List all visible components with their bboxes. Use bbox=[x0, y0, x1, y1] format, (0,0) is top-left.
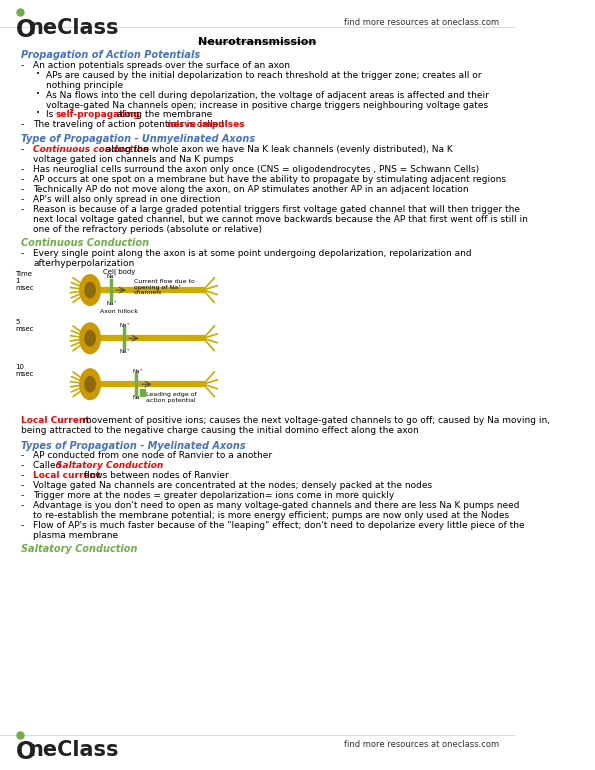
Text: •: • bbox=[36, 91, 40, 96]
Text: Propagation of Action Potentials: Propagation of Action Potentials bbox=[21, 50, 200, 60]
Text: along the membrane: along the membrane bbox=[114, 110, 212, 119]
Text: -: - bbox=[21, 491, 24, 500]
Text: Na⁺: Na⁺ bbox=[107, 301, 117, 306]
Text: -: - bbox=[21, 205, 24, 214]
Text: voltage gated ion channels and Na K pumps: voltage gated ion channels and Na K pump… bbox=[33, 155, 234, 164]
Text: -: - bbox=[21, 61, 24, 70]
Text: Current flow due to
opening of Na⁺
channels: Current flow due to opening of Na⁺ chann… bbox=[134, 279, 195, 296]
Text: Na⁺: Na⁺ bbox=[120, 349, 130, 354]
Text: Na⁺: Na⁺ bbox=[132, 369, 143, 373]
Text: one of the refractory periods (absolute or relative): one of the refractory periods (absolute … bbox=[33, 225, 262, 234]
Text: -: - bbox=[21, 471, 24, 480]
Text: -: - bbox=[21, 481, 24, 490]
Text: AP occurs at one spot on a membrane but have the ability to propagate by stimula: AP occurs at one spot on a membrane but … bbox=[33, 175, 506, 184]
Text: 10
msec: 10 msec bbox=[15, 364, 34, 377]
Text: Voltage gated Na channels are concentrated at the nodes; densely packed at the n: Voltage gated Na channels are concentrat… bbox=[33, 481, 433, 490]
Circle shape bbox=[80, 275, 101, 306]
Text: Technically AP do not move along the axon, on AP stimulates another AP in an adj: Technically AP do not move along the axo… bbox=[33, 185, 469, 194]
Circle shape bbox=[80, 323, 101, 353]
Text: -: - bbox=[21, 120, 24, 129]
Text: find more resources at oneclass.com: find more resources at oneclass.com bbox=[344, 18, 499, 27]
Text: -: - bbox=[21, 165, 24, 174]
Text: plasma membrane: plasma membrane bbox=[33, 531, 118, 540]
Circle shape bbox=[85, 283, 95, 298]
Text: O: O bbox=[15, 18, 36, 42]
Circle shape bbox=[85, 330, 95, 346]
Text: Cell body: Cell body bbox=[103, 269, 135, 275]
Text: Advantage is you don't need to open as many voltage-gated channels and there are: Advantage is you don't need to open as m… bbox=[33, 501, 520, 511]
Text: nothing principle: nothing principle bbox=[46, 81, 123, 89]
Bar bbox=[140, 389, 145, 396]
Text: AP's will also only spread in one direction: AP's will also only spread in one direct… bbox=[33, 195, 221, 204]
Text: -: - bbox=[21, 501, 24, 511]
Text: next local voltage gated channel, but we cannot move backwards because the AP th: next local voltage gated channel, but we… bbox=[33, 215, 528, 224]
Text: -: - bbox=[21, 521, 24, 530]
Text: Time
1
msec: Time 1 msec bbox=[15, 271, 34, 291]
Circle shape bbox=[85, 377, 95, 392]
Text: -: - bbox=[21, 195, 24, 204]
Text: flows between nodes of Ranvier: flows between nodes of Ranvier bbox=[82, 471, 229, 480]
Text: : along the whole axon we have Na K leak channels (evenly distributed), Na K: : along the whole axon we have Na K leak… bbox=[101, 146, 453, 154]
Text: Saltatory Conduction: Saltatory Conduction bbox=[55, 461, 163, 470]
Text: Saltatory Conduction: Saltatory Conduction bbox=[21, 544, 137, 554]
Text: Leading edge of
action potential: Leading edge of action potential bbox=[146, 392, 196, 403]
Text: neClass: neClass bbox=[28, 740, 118, 760]
Text: -: - bbox=[21, 451, 24, 460]
Text: afterhyperpolarization: afterhyperpolarization bbox=[33, 259, 134, 268]
Text: -: - bbox=[21, 249, 24, 258]
Text: -: - bbox=[21, 461, 24, 470]
Text: Continuous Conduction: Continuous Conduction bbox=[21, 238, 149, 248]
Text: movement of positive ions; causes the next voltage-gated channels to go off; cau: movement of positive ions; causes the ne… bbox=[80, 416, 550, 424]
Text: Flow of AP's is much faster because of the "leaping" effect; don't need to depol: Flow of AP's is much faster because of t… bbox=[33, 521, 525, 530]
Text: Axon hillock: Axon hillock bbox=[101, 310, 139, 314]
Text: The traveling of action potentials is called: The traveling of action potentials is ca… bbox=[33, 120, 227, 129]
Text: APs are caused by the initial depolarization to reach threshold at the trigger z: APs are caused by the initial depolariza… bbox=[46, 71, 482, 79]
Text: voltage-gated Na channels open; increase in positive charge triggers neighbourin: voltage-gated Na channels open; increase… bbox=[46, 101, 488, 109]
Text: As Na flows into the cell during depolarization, the voltage of adjacent areas i: As Na flows into the cell during depolar… bbox=[46, 91, 489, 99]
Text: Is: Is bbox=[46, 110, 57, 119]
Text: Types of Propagation - Myelinated Axons: Types of Propagation - Myelinated Axons bbox=[21, 440, 245, 450]
Circle shape bbox=[80, 369, 101, 400]
Text: •: • bbox=[36, 71, 40, 77]
Text: find more resources at oneclass.com: find more resources at oneclass.com bbox=[344, 740, 499, 749]
Text: neClass: neClass bbox=[28, 18, 118, 38]
Text: Every single point along the axon is at some point undergoing depolarization, re: Every single point along the axon is at … bbox=[33, 249, 472, 258]
Text: AP conducted from one node of Ranvier to a another: AP conducted from one node of Ranvier to… bbox=[33, 451, 273, 460]
Text: Neurotransmission: Neurotransmission bbox=[198, 37, 317, 47]
Text: Continuous conduction: Continuous conduction bbox=[33, 146, 150, 154]
Text: Has neuroglial cells surround the axon only once (CNS = oligodendrocytes , PNS =: Has neuroglial cells surround the axon o… bbox=[33, 165, 480, 174]
Text: 5
msec: 5 msec bbox=[15, 319, 34, 332]
Text: -: - bbox=[21, 175, 24, 184]
Text: to re-establish the membrane potential; is more energy efficient; pumps are now : to re-establish the membrane potential; … bbox=[33, 511, 509, 521]
Text: nerve impulses: nerve impulses bbox=[167, 120, 245, 129]
Text: -: - bbox=[21, 185, 24, 194]
Text: Type of Propagation - Unmyelinated Axons: Type of Propagation - Unmyelinated Axons bbox=[21, 134, 255, 144]
Text: An action potentials spreads over the surface of an axon: An action potentials spreads over the su… bbox=[33, 61, 290, 70]
Text: •: • bbox=[36, 110, 40, 116]
Text: Local Current: Local Current bbox=[21, 416, 89, 424]
Text: Na⁺: Na⁺ bbox=[107, 274, 117, 280]
Text: self-propagating: self-propagating bbox=[55, 110, 140, 119]
Text: Reason is because of a large graded potential triggers first voltage gated chann: Reason is because of a large graded pote… bbox=[33, 205, 521, 214]
Text: -: - bbox=[21, 146, 24, 154]
Text: Local current: Local current bbox=[33, 471, 101, 480]
Text: Na⁺: Na⁺ bbox=[132, 395, 143, 400]
Text: being attracted to the negative charge causing the initial domino effect along t: being attracted to the negative charge c… bbox=[21, 426, 418, 434]
Text: Na⁺: Na⁺ bbox=[120, 323, 130, 327]
Text: Trigger more at the nodes = greater depolarization= ions come in more quickly: Trigger more at the nodes = greater depo… bbox=[33, 491, 394, 500]
Text: O: O bbox=[15, 740, 36, 765]
Text: Called: Called bbox=[33, 461, 65, 470]
